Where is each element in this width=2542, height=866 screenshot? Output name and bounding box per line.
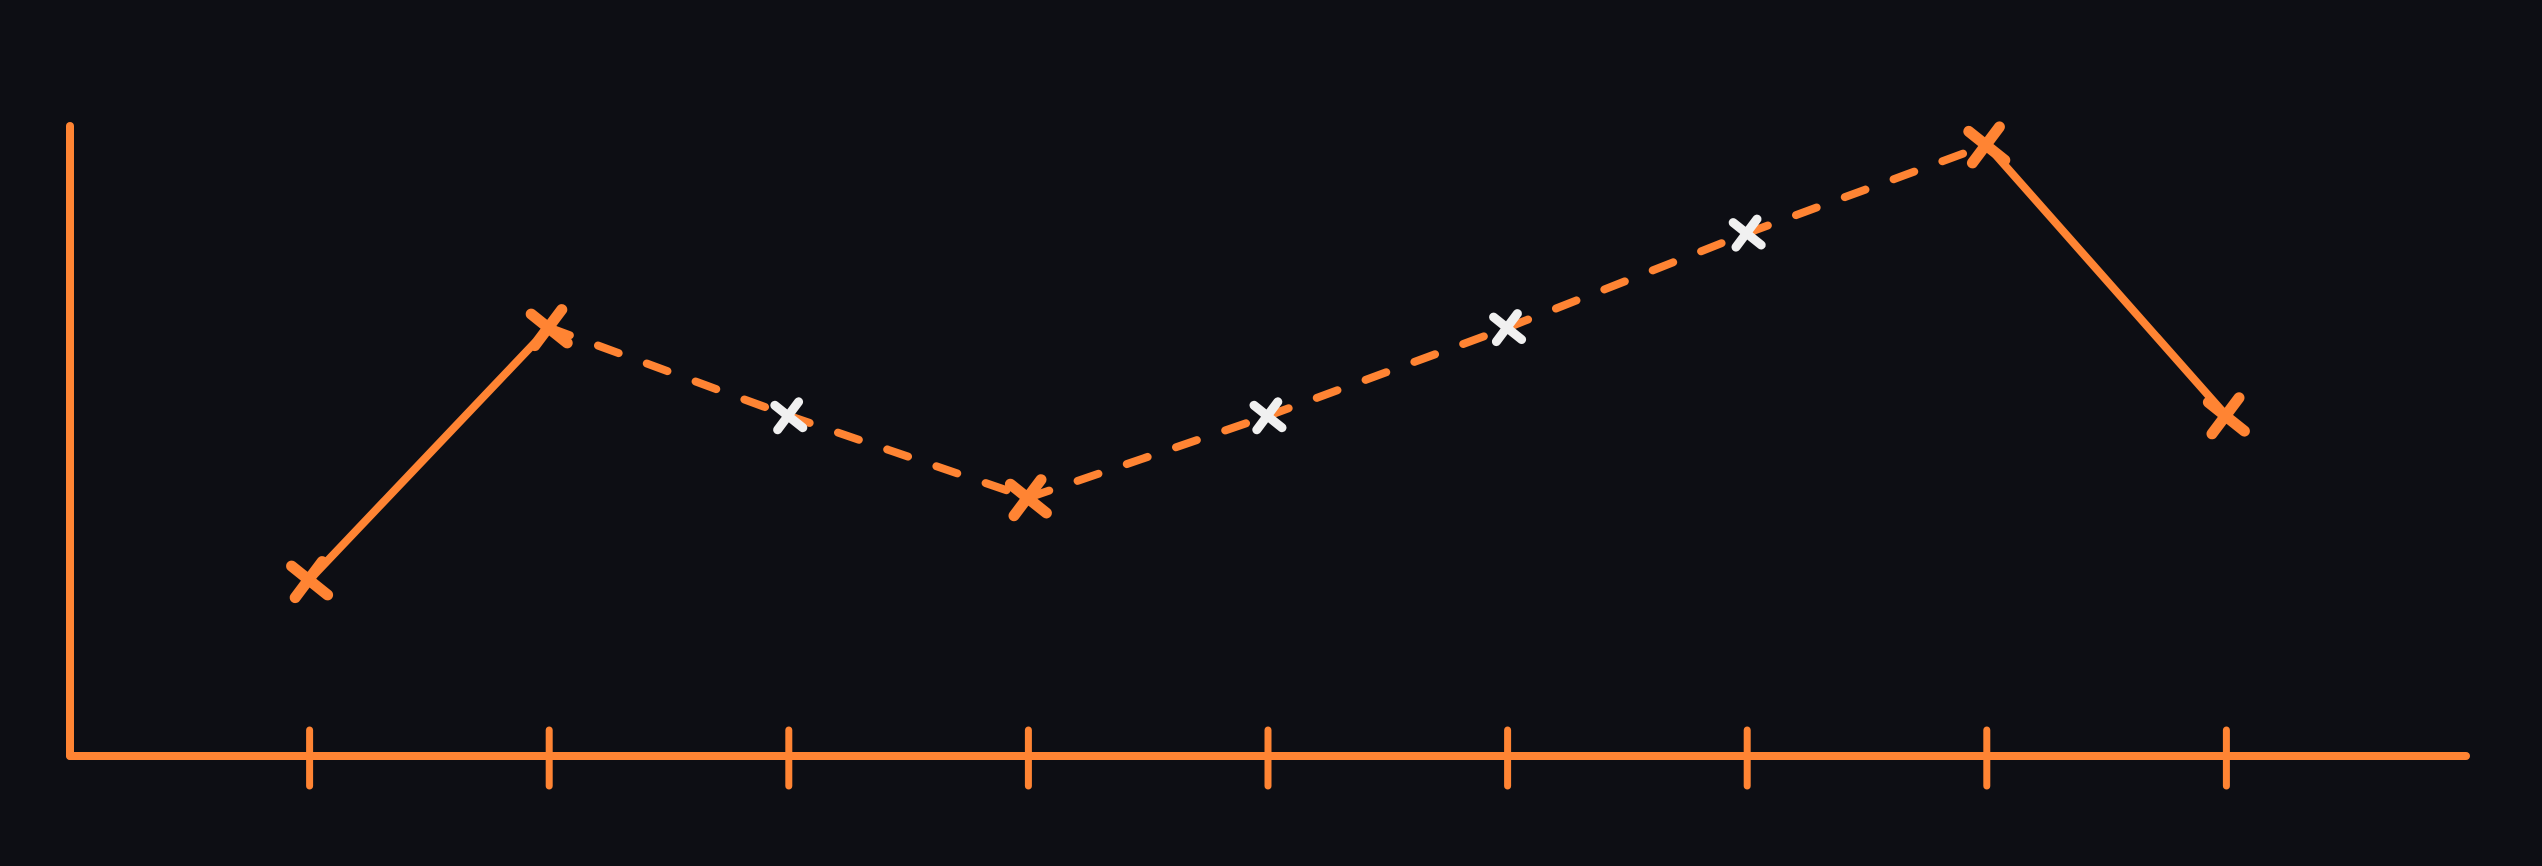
series-line-segment — [1024, 411, 1272, 502]
data-point-marker — [1249, 397, 1287, 435]
data-point-marker — [525, 304, 573, 352]
data-point-marker — [1728, 214, 1766, 252]
data-point-marker — [1489, 309, 1527, 347]
data-point-marker — [286, 556, 334, 604]
series-line-segment — [1503, 229, 1752, 332]
data-point-marker — [1004, 474, 1052, 522]
series-line-segment — [1982, 140, 2231, 420]
data-point-marker — [770, 397, 808, 435]
series-line-segment — [545, 323, 793, 420]
series-line-segment — [1743, 140, 1991, 238]
data-point-marker — [2202, 392, 2250, 440]
data-point-marker — [1963, 121, 2011, 169]
series-line-segment — [784, 411, 1033, 502]
series-line-segment — [1264, 323, 1512, 420]
series-line-segment — [305, 323, 554, 584]
